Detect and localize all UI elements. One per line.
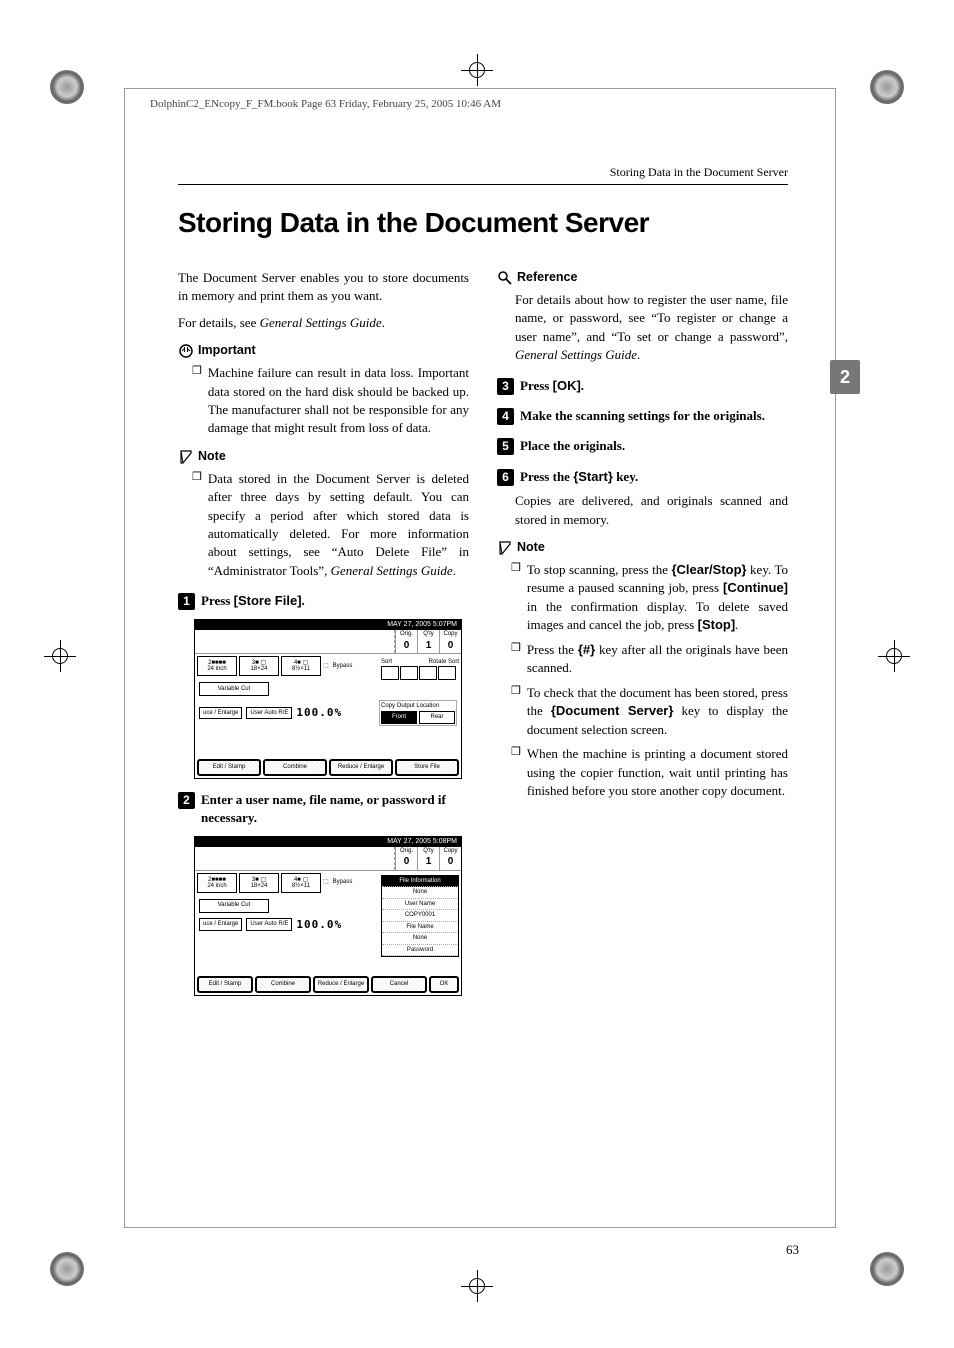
crop-mark	[44, 640, 76, 672]
intro-text: The Document Server enables you to store…	[178, 269, 469, 306]
bullet-icon: ❒	[192, 364, 202, 438]
step-number-icon: 1	[178, 593, 195, 610]
step-4: 4 Make the scanning settings for the ori…	[497, 407, 788, 425]
page-title: Storing Data in the Document Server	[178, 207, 788, 239]
important-bullet: ❒ Machine failure can result in data los…	[178, 364, 469, 438]
left-column: The Document Server enables you to store…	[178, 269, 469, 1002]
step-number-icon: 3	[497, 378, 514, 395]
page-number: 63	[786, 1242, 799, 1258]
bullet-icon: ❒	[511, 561, 521, 635]
bullet-icon: ❒	[192, 470, 202, 581]
bullet-icon: ❒	[511, 684, 521, 739]
chapter-tab: 2	[830, 360, 860, 394]
bullet-icon: ❒	[511, 745, 521, 800]
reference-text: For details about how to register the us…	[497, 291, 788, 365]
step-number-icon: 5	[497, 438, 514, 455]
step-6-body: Copies are delivered, and originals scan…	[497, 492, 788, 529]
note-heading: Note	[178, 448, 469, 466]
note-heading: Note	[497, 539, 788, 557]
step-3: 3 Press [OK].	[497, 377, 788, 395]
print-mark	[870, 70, 904, 104]
print-mark	[50, 70, 84, 104]
note-bullet-3: ❒ To check that the document has been st…	[497, 684, 788, 739]
note-bullet-2: ❒ Press the # key after all the original…	[497, 641, 788, 678]
crop-mark	[461, 54, 493, 86]
step-6: 6 Press the Start key.	[497, 468, 788, 486]
important-heading: Important	[178, 342, 469, 360]
crop-mark	[461, 1270, 493, 1302]
print-mark	[50, 1252, 84, 1286]
running-head: Storing Data in the Document Server	[178, 165, 788, 185]
crop-mark	[878, 640, 910, 672]
reference-icon	[497, 270, 513, 286]
details-text: For details, see General Settings Guide.	[178, 314, 469, 332]
note-bullet-4: ❒ When the machine is printing a documen…	[497, 745, 788, 800]
right-column: Reference For details about how to regis…	[497, 269, 788, 1002]
note-bullet-1: ❒ To stop scanning, press the Clear/Stop…	[497, 561, 788, 635]
note-icon	[497, 540, 513, 556]
step-number-icon: 4	[497, 408, 514, 425]
note-bullet: ❒ Data stored in the Document Server is …	[178, 470, 469, 581]
header-meta: DolphinC2_ENcopy_F_FM.book Page 63 Frida…	[150, 98, 501, 110]
step-1: 1 Press [Store File].	[178, 592, 469, 610]
note-icon	[178, 449, 194, 465]
print-mark	[870, 1252, 904, 1286]
important-icon	[178, 343, 194, 359]
bullet-icon: ❒	[511, 641, 521, 678]
step-5: 5 Place the originals.	[497, 437, 788, 455]
reference-heading: Reference	[497, 269, 788, 287]
step-2: 2 Enter a user name, file name, or passw…	[178, 791, 469, 828]
display-screenshot-1: MAY 27, 2005 5:07PM Orig.0 Q'ty1 Copy0 2…	[194, 619, 462, 779]
step-number-icon: 2	[178, 792, 195, 809]
step-number-icon: 6	[497, 469, 514, 486]
display-screenshot-2: MAY 27, 2005 5:08PM Orig.0 Q'ty1 Copy0 2…	[194, 836, 462, 996]
